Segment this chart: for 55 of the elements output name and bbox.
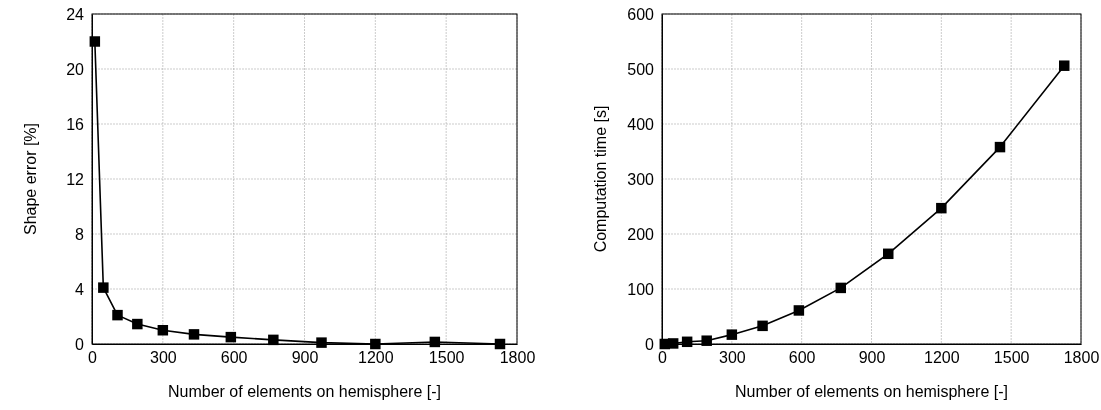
point — [701, 335, 712, 346]
point — [98, 282, 109, 293]
x-tick-label: 900 — [858, 349, 886, 367]
x-tick-label: 600 — [220, 349, 248, 367]
point — [994, 141, 1006, 153]
point — [726, 329, 738, 340]
point — [757, 320, 768, 332]
point — [157, 325, 169, 336]
y-axis-title: Shape error [%] — [22, 122, 39, 236]
y-axis-title: Computation time [s] — [592, 105, 609, 253]
point — [112, 309, 123, 321]
y-tick-label: 24 — [66, 5, 85, 23]
x-axis-title: Number of elements on hemisphere [-] — [167, 383, 442, 400]
y-tick-label: 8 — [75, 225, 85, 243]
point — [370, 338, 381, 350]
y-tick-label: 16 — [66, 115, 85, 133]
point — [268, 334, 279, 346]
y-tick-label: 0 — [645, 335, 655, 353]
x-tick-label: 0 — [88, 349, 98, 367]
x-tick-label: 300 — [149, 349, 177, 367]
x-tick-label: 300 — [718, 349, 746, 367]
y-tick-label: 4 — [75, 280, 85, 298]
y-tick-label: 200 — [627, 225, 655, 243]
x-tick-label: 1200 — [358, 349, 394, 367]
point — [835, 282, 847, 294]
y-tick-label: 12 — [66, 170, 85, 188]
point — [132, 318, 143, 330]
x-tick-label: 0 — [658, 349, 668, 367]
x-tick-label: 1800 — [1063, 349, 1100, 367]
x-axis-title: Number of elements on hemisphere [-] — [734, 383, 1009, 400]
point — [494, 338, 506, 350]
point — [316, 337, 327, 348]
point — [681, 336, 693, 348]
x-tick-label: 600 — [788, 349, 816, 367]
point — [1059, 60, 1070, 71]
y-tick-label: 0 — [75, 335, 85, 353]
point — [188, 329, 200, 340]
point — [429, 336, 441, 348]
point — [936, 202, 947, 214]
y-tick-label: 400 — [627, 115, 655, 133]
x-tick-label: 1500 — [428, 349, 465, 367]
x-tick-label: 1500 — [993, 349, 1030, 367]
point — [883, 248, 894, 260]
y-tick-label: 300 — [627, 170, 655, 188]
y-tick-label: 500 — [627, 60, 655, 78]
x-tick-label: 1200 — [924, 349, 960, 367]
x-tick-label: 1800 — [499, 349, 536, 367]
point — [793, 305, 805, 316]
point — [667, 338, 679, 349]
point — [89, 36, 101, 47]
point — [225, 331, 237, 343]
x-tick-label: 900 — [291, 349, 319, 367]
y-tick-label: 20 — [66, 60, 85, 78]
y-tick-label: 600 — [627, 5, 655, 23]
y-tick-label: 100 — [627, 280, 655, 298]
